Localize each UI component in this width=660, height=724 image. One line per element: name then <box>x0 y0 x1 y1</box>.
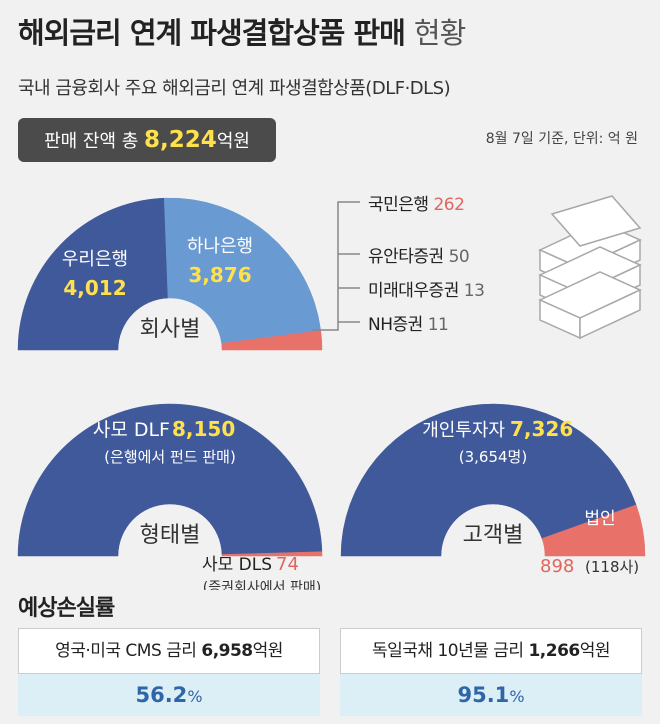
slice-label: 사모 DLF <box>93 419 170 441</box>
money-stack-icon <box>538 195 642 340</box>
slice-value: 74 <box>276 554 299 575</box>
slice-value: 8,150 <box>172 417 235 441</box>
subtitle: 국내 금융회사 주요 해외금리 연계 파생결합상품(DLF·DLS) <box>18 78 451 99</box>
legend-nh: NH증권 11 <box>368 315 449 335</box>
slice-label: 개인투자자 <box>422 420 505 441</box>
slice-note: (증권회사에서 판매) <box>203 580 321 590</box>
slice-label: 우리은행 <box>62 249 128 270</box>
loss-card-uk-us: 영국·미국 CMS 금리 6,958억원 56.2% <box>18 628 320 716</box>
slice-note: (은행에서 펀드 판매) <box>104 448 236 466</box>
slice-value: 7,326 <box>510 417 573 441</box>
slice-label: 하나은행 <box>187 236 253 257</box>
chart-slice <box>541 504 646 557</box>
chart-slice <box>221 349 323 351</box>
loss-card-label: 독일국채 10년물 금리 1,266억원 <box>340 628 642 674</box>
chart-slice <box>17 403 323 557</box>
loss-rate: 95.1% <box>340 674 642 716</box>
legend-mirae: 미래대우증권 13 <box>368 281 485 301</box>
slice-label: 법인 <box>584 509 615 529</box>
chart-slice <box>221 551 323 557</box>
loss-rate: 56.2% <box>18 674 320 716</box>
chart-slice <box>340 403 637 557</box>
chart-slice <box>17 197 169 351</box>
page-title: 해외금리 연계 파생결합상품 판매 현황 <box>18 16 466 50</box>
slice-value: 898 <box>540 556 574 577</box>
loss-title: 예상손실률 <box>18 596 115 621</box>
chart-center-label: 회사별 <box>140 317 201 342</box>
legend-kb: 국민은행 262 <box>368 195 465 215</box>
legend-yuanta: 유안타증권 50 <box>368 247 470 267</box>
leader-line <box>312 201 360 331</box>
chart-center-label: 형태별 <box>140 523 201 548</box>
loss-card-label: 영국·미국 CMS 금리 6,958억원 <box>18 628 320 674</box>
slice-note: (118사) <box>585 558 639 576</box>
basis-note: 8월 7일 기준, 단위: 억 원 <box>485 131 638 147</box>
slice-label: 사모 DLS <box>202 555 272 575</box>
total-badge: 판매 잔액 총 8,224억원 <box>18 118 276 162</box>
slice-value: 3,876 <box>188 263 251 287</box>
loss-card-germany: 독일국채 10년물 금리 1,266억원 95.1% <box>340 628 642 716</box>
chart-slice <box>163 197 322 344</box>
chart-center-label: 고객별 <box>463 523 524 548</box>
slice-note: (3,654명) <box>459 448 527 466</box>
slice-value: 4,012 <box>63 276 126 300</box>
